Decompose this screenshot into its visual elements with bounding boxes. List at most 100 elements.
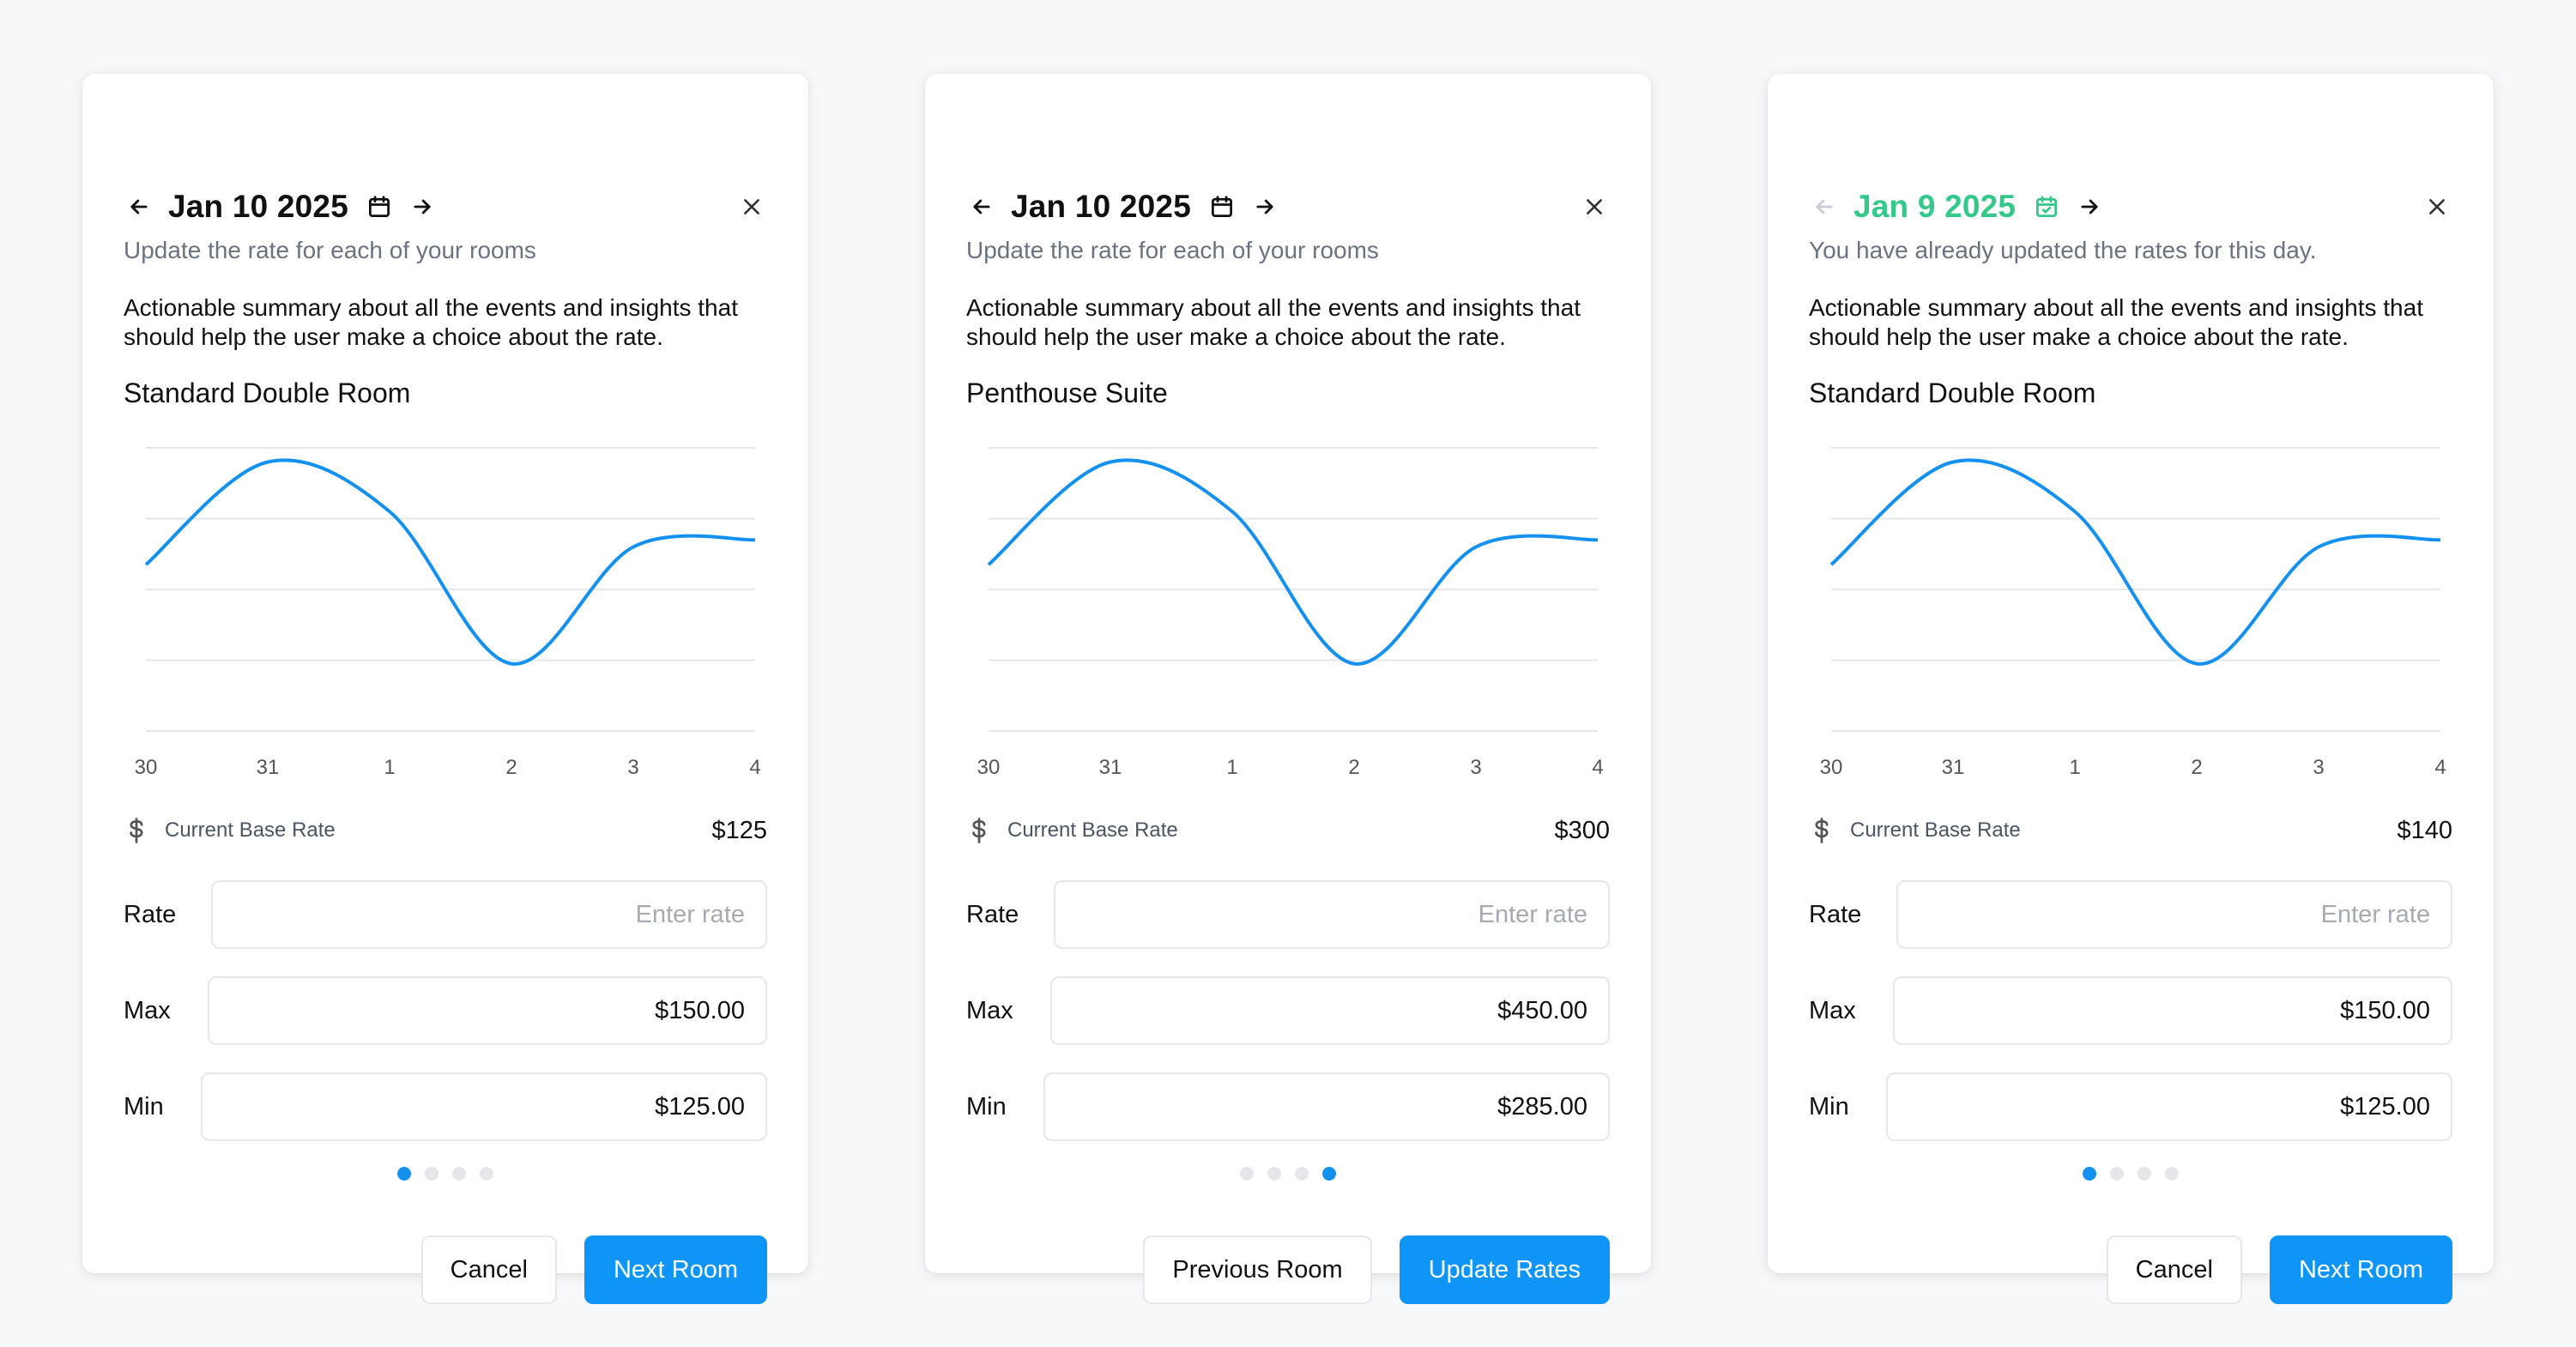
rate-series-line — [144, 458, 756, 666]
rate-input[interactable] — [211, 880, 767, 949]
rate-row: Rate — [1809, 880, 2452, 949]
x-tick-label: 30 — [1820, 756, 1843, 779]
x-tick-label: 30 — [135, 756, 158, 779]
base-rate-label: Current Base Rate — [165, 818, 336, 842]
max-label: Max — [124, 996, 171, 1024]
x-tick-label: 2 — [505, 756, 517, 779]
next-room-button[interactable]: Next Room — [2269, 1235, 2452, 1304]
pagination-dot[interactable] — [397, 1167, 411, 1181]
card-subtitle: You have already updated the rates for t… — [1809, 237, 2317, 263]
card-header: Jan 10 2025 — [124, 185, 767, 228]
update-rates-button[interactable]: Update Rates — [1399, 1235, 1610, 1304]
rate-label: Rate — [124, 900, 177, 928]
insights-summary: Actionable summary about all the events … — [124, 294, 738, 350]
rate-trend-chart: 30 31 1 2 3 4 — [1820, 447, 2446, 779]
rate-card-2: Jan 10 2025 Update the rate for each of … — [925, 74, 1651, 1304]
date-label: Jan 10 2025 — [168, 189, 348, 224]
base-rate-value: $300 — [1554, 816, 1610, 844]
x-tick-label: 1 — [384, 756, 395, 779]
pagination-dot[interactable] — [452, 1167, 466, 1181]
date-picker-button[interactable] — [2031, 191, 2062, 222]
rate-label: Rate — [1809, 900, 1862, 928]
dollar-icon — [130, 818, 143, 843]
base-rate-label: Current Base Rate — [1007, 818, 1178, 842]
base-rate-label: Current Base Rate — [1850, 818, 2021, 842]
pagination-dot[interactable] — [1267, 1167, 1281, 1181]
pagination-dot[interactable] — [1322, 1167, 1336, 1181]
max-label: Max — [1809, 996, 1856, 1024]
min-label: Min — [966, 1092, 1007, 1120]
previous-day-button[interactable] — [966, 191, 997, 222]
rate-trend-chart: 30 31 1 2 3 4 — [977, 447, 1604, 779]
min-input[interactable] — [1886, 1072, 2452, 1141]
rate-row: Rate — [124, 880, 767, 949]
arrow-left-icon — [973, 199, 990, 214]
min-row: Min — [1809, 1072, 2452, 1141]
x-tick-label: 2 — [2191, 756, 2202, 779]
arrow-right-icon — [2081, 199, 2098, 214]
arrow-left-icon — [130, 199, 148, 214]
rate-row: Rate — [966, 880, 1610, 949]
pagination-dot[interactable] — [2138, 1167, 2151, 1181]
calendar-icon — [368, 196, 390, 217]
previous-room-button[interactable]: Previous Room — [1143, 1235, 1372, 1304]
rate-label: Rate — [966, 900, 1019, 928]
cancel-button[interactable]: Cancel — [2106, 1235, 2242, 1304]
max-row: Max — [124, 976, 767, 1045]
pagination-dot[interactable] — [1295, 1167, 1309, 1181]
arrow-left-icon — [1816, 199, 1833, 214]
x-tick-label: 1 — [1226, 756, 1237, 779]
pagination-dot[interactable] — [2165, 1167, 2179, 1181]
pagination-dot[interactable] — [2083, 1167, 2096, 1181]
min-label: Min — [1809, 1092, 1849, 1120]
rate-card-1: Jan 10 2025 Update the rate for each of … — [82, 74, 808, 1304]
next-room-button[interactable]: Next Room — [584, 1235, 767, 1304]
card-header: Jan 10 2025 — [966, 185, 1610, 228]
card-subtitle: Update the rate for each of your rooms — [966, 237, 1379, 263]
x-tick-label: 30 — [977, 756, 1001, 779]
x-tick-label: 4 — [2434, 756, 2446, 779]
pagination-dot[interactable] — [2110, 1167, 2124, 1181]
pagination-dot[interactable] — [1240, 1167, 1254, 1181]
next-day-button[interactable] — [1249, 191, 1280, 222]
next-day-button[interactable] — [2074, 191, 2105, 222]
previous-day-button[interactable] — [1809, 191, 1840, 222]
pagination-dot[interactable] — [480, 1167, 493, 1181]
x-tick-label: 31 — [1099, 756, 1122, 779]
chart-gridlines — [146, 447, 755, 661]
min-input[interactable] — [1043, 1072, 1610, 1141]
previous-day-button[interactable] — [124, 191, 154, 222]
close-button[interactable] — [2422, 191, 2452, 222]
rate-input[interactable] — [1054, 880, 1610, 949]
close-icon — [744, 199, 759, 214]
x-tick-label: 31 — [1942, 756, 1965, 779]
max-input[interactable] — [1050, 976, 1610, 1045]
close-button[interactable] — [1579, 191, 1610, 222]
min-row: Min — [124, 1072, 767, 1141]
current-base-rate-row: Current Base Rate $125 — [124, 813, 767, 848]
max-input[interactable] — [208, 976, 767, 1045]
date-picker-button[interactable] — [364, 191, 395, 222]
min-input[interactable] — [201, 1072, 767, 1141]
next-day-button[interactable] — [407, 191, 438, 222]
rate-input[interactable] — [1896, 880, 2452, 949]
rate-series-line — [987, 458, 1599, 666]
rate-card-3: Jan 9 2025 You have already updated the … — [1768, 74, 2494, 1304]
arrow-right-icon — [414, 199, 431, 214]
pagination-dots — [925, 1167, 1651, 1181]
max-input[interactable] — [1893, 976, 2452, 1045]
close-button[interactable] — [736, 191, 767, 222]
x-tick-label: 3 — [2313, 756, 2324, 779]
date-picker-button[interactable] — [1206, 191, 1237, 222]
x-tick-label: 4 — [749, 756, 760, 779]
insights-summary: Actionable summary about all the events … — [966, 294, 1581, 350]
card-actions: Previous Room Update Rates — [1143, 1235, 1610, 1304]
insights-summary: Actionable summary about all the events … — [1809, 294, 2423, 350]
chart-gridlines — [1831, 447, 2440, 661]
pagination-dot[interactable] — [425, 1167, 438, 1181]
close-icon — [2429, 199, 2445, 214]
x-tick-label: 3 — [1470, 756, 1481, 779]
cancel-button[interactable]: Cancel — [420, 1235, 557, 1304]
calendar-check-icon — [2036, 196, 2058, 217]
min-row: Min — [966, 1072, 1610, 1141]
